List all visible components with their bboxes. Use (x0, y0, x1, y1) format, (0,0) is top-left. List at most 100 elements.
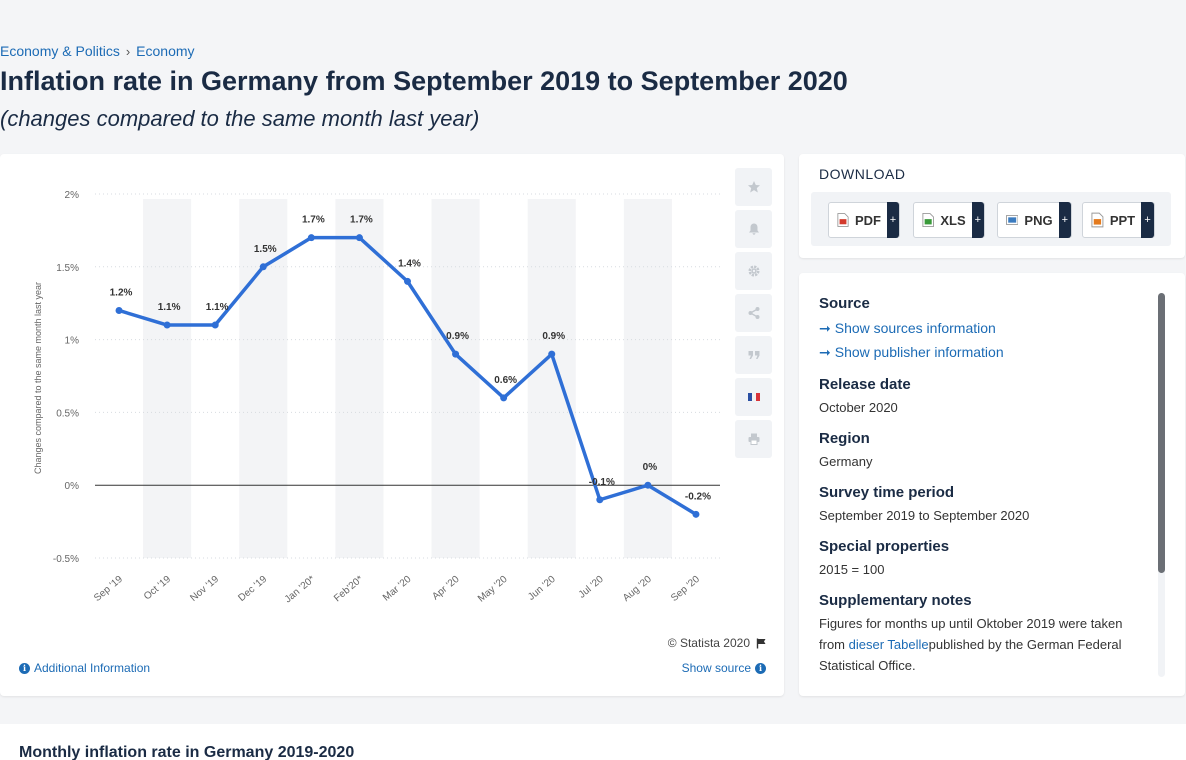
show-sources-link[interactable]: ➞ Show sources information (819, 316, 1149, 340)
show-publisher-label: Show publisher information (834, 344, 1004, 360)
share-icon (748, 307, 759, 319)
data-point (596, 496, 604, 504)
y-tick-label: 0.5% (56, 408, 79, 419)
survey-period-section: Survey time period September 2019 to Sep… (819, 484, 1149, 526)
download-png-button[interactable]: PNG + (997, 202, 1072, 238)
pdf-label: PDF (855, 212, 881, 228)
ppt-plus: + (1141, 202, 1154, 238)
special-properties-heading: Special properties (819, 538, 950, 555)
scrollbar-thumb[interactable] (1158, 293, 1165, 573)
language-button[interactable] (735, 378, 772, 416)
survey-period-value: September 2019 to September 2020 (819, 508, 1030, 523)
survey-period-heading: Survey time period (819, 484, 955, 501)
data-label: 0.6% (494, 375, 517, 386)
x-tick-label: Jul '20 (577, 574, 606, 601)
data-label: -0.1% (589, 477, 615, 488)
data-label: 0.9% (542, 331, 565, 342)
y-tick-label: -0.5% (53, 554, 79, 565)
settings-button[interactable] (735, 252, 772, 290)
data-point (211, 321, 219, 329)
data-label: 1.2% (110, 287, 133, 298)
show-source-label: Show source (681, 661, 751, 675)
share-button[interactable] (735, 294, 772, 332)
show-publisher-link[interactable]: ➞ Show publisher information (819, 340, 1149, 364)
x-tick-label: Jun '20 (526, 574, 558, 603)
region-value: Germany (819, 454, 873, 469)
special-properties-value: 2015 = 100 (819, 562, 885, 577)
page-subtitle: (changes compared to the same month last… (0, 106, 480, 131)
region-heading: Region (819, 430, 870, 447)
page-header: Economy & Politics › Economy Inflation r… (0, 0, 1186, 146)
data-label: -0.2% (685, 491, 711, 502)
data-point (404, 277, 411, 285)
print-button[interactable] (735, 420, 772, 458)
x-tick-label: Feb'20* (332, 574, 365, 604)
notification-button[interactable] (735, 210, 772, 248)
data-label: 1.7% (350, 215, 373, 226)
x-tick-label: Nov '19 (188, 574, 221, 604)
download-ppt-button[interactable]: PPT + (1082, 202, 1155, 238)
supplementary-notes-heading: Supplementary notes (819, 592, 972, 609)
x-tick-label: Aug '20 (621, 574, 654, 604)
pdf-file-icon (837, 213, 849, 227)
region-section: Region Germany (819, 430, 1149, 472)
y-axis-label: Changes compared to the same month last … (33, 282, 43, 474)
cite-button[interactable] (735, 336, 772, 374)
x-tick-label: May '20 (476, 574, 510, 605)
show-source-link[interactable]: Show source i (682, 661, 766, 675)
favorite-button[interactable] (735, 168, 772, 206)
gear-icon (748, 265, 759, 277)
bell-icon (748, 223, 759, 235)
data-point (115, 306, 123, 314)
data-point (307, 234, 315, 242)
x-tick-label: Mar '20 (381, 574, 414, 604)
copyright: © Statista 2020 (668, 636, 767, 650)
related-statistic-title[interactable]: Monthly inflation rate in Germany 2019-2… (19, 744, 355, 760)
download-xls-button[interactable]: XLS + (913, 202, 985, 238)
column-band (623, 199, 672, 558)
data-point (644, 481, 652, 489)
data-label: 0.9% (446, 331, 469, 342)
data-label: 1.4% (398, 258, 421, 269)
details-scrollbar[interactable] (1158, 293, 1165, 677)
x-tick-label: Dec '19 (236, 574, 269, 604)
show-sources-label: Show sources information (834, 320, 996, 336)
related-statistic-card: Monthly inflation rate in Germany 2019-2… (0, 724, 1186, 760)
y-tick-label: 1.5% (56, 263, 79, 274)
data-point (355, 234, 363, 242)
info-icon: i (19, 662, 30, 674)
special-properties-section: Special properties 2015 = 100 (819, 538, 1149, 580)
release-date-heading: Release date (819, 376, 911, 393)
column-band (431, 199, 480, 558)
source-heading: Source (819, 295, 870, 312)
pdf-plus: + (887, 202, 899, 238)
data-label: 1.7% (302, 215, 325, 226)
xls-label: XLS (940, 212, 966, 228)
data-point (500, 394, 508, 402)
ppt-label: PPT (1109, 212, 1136, 228)
y-tick-label: 1% (65, 336, 80, 347)
arrow-right-icon: ➞ (819, 320, 831, 336)
y-tick-label: 2% (65, 190, 80, 201)
supp-table-link[interactable]: dieser Tabelle (848, 637, 929, 652)
x-tick-label: Apr '20 (430, 574, 461, 603)
additional-information-label: Additional Information (34, 661, 151, 675)
png-label: PNG (1024, 212, 1053, 228)
info-icon: i (755, 662, 766, 674)
quote-icon (748, 351, 759, 359)
data-point (452, 350, 460, 358)
x-tick-label: Oct '19 (142, 574, 173, 603)
additional-information-link[interactable]: i Additional Information (19, 661, 150, 675)
png-file-icon (1006, 215, 1019, 225)
data-point (259, 263, 267, 271)
breadcrumb-economy-politics[interactable]: Economy & Politics (0, 43, 120, 59)
arrow-right-icon: ➞ (819, 344, 831, 360)
flag-icon (756, 638, 766, 648)
copyright-text: © Statista 2020 (667, 636, 750, 650)
download-pdf-button[interactable]: PDF + (828, 202, 900, 238)
breadcrumb-economy[interactable]: Economy (136, 43, 195, 59)
data-label: 1.5% (254, 244, 277, 255)
ppt-file-icon (1091, 212, 1104, 228)
xls-plus: + (971, 202, 984, 238)
x-tick-label: Jan '20* (283, 574, 318, 606)
